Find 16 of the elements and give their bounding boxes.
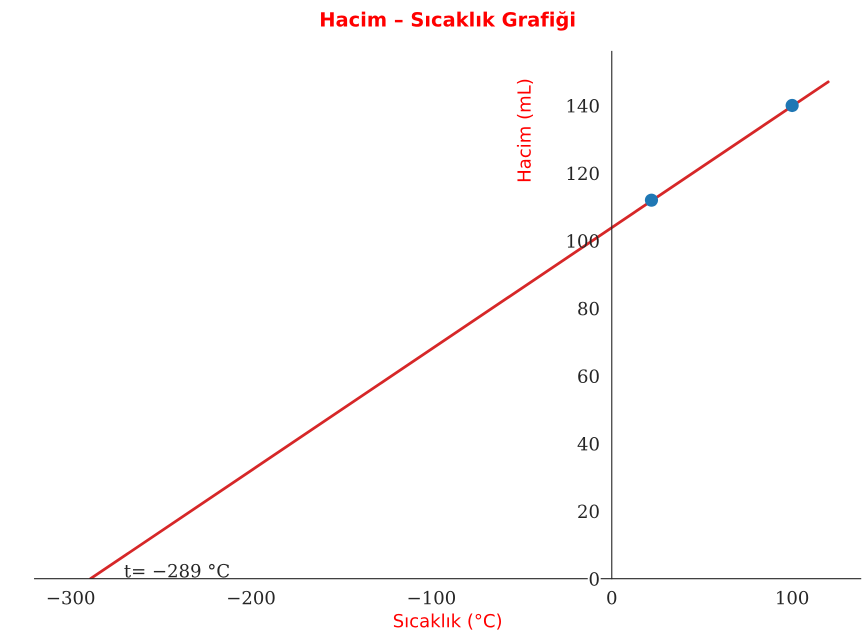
y-tick-label: 80 [578, 302, 599, 316]
y-tick-label: 0 [590, 572, 599, 586]
y-axis-title: Hacim (mL) [516, 80, 533, 182]
annotation: t= −289 °C [124, 564, 230, 578]
y-tick-label: 60 [578, 369, 599, 384]
x-tick-label: −100 [408, 590, 455, 604]
x-tick-label: −200 [228, 590, 275, 604]
y-tick-label: 140 [568, 98, 599, 113]
y-tick-label: 20 [578, 504, 599, 518]
chart-title: Hacim – Sıcaklık Grafiği [321, 11, 574, 31]
x-tick-label: 100 [777, 590, 808, 604]
x-axis-title: Sıcaklık (°C) [394, 614, 502, 630]
x-tick-label: −300 [48, 590, 94, 604]
x-tick-label: 0 [607, 590, 616, 604]
y-tick-label: 40 [578, 436, 599, 451]
y-tick-label: 120 [568, 166, 599, 180]
